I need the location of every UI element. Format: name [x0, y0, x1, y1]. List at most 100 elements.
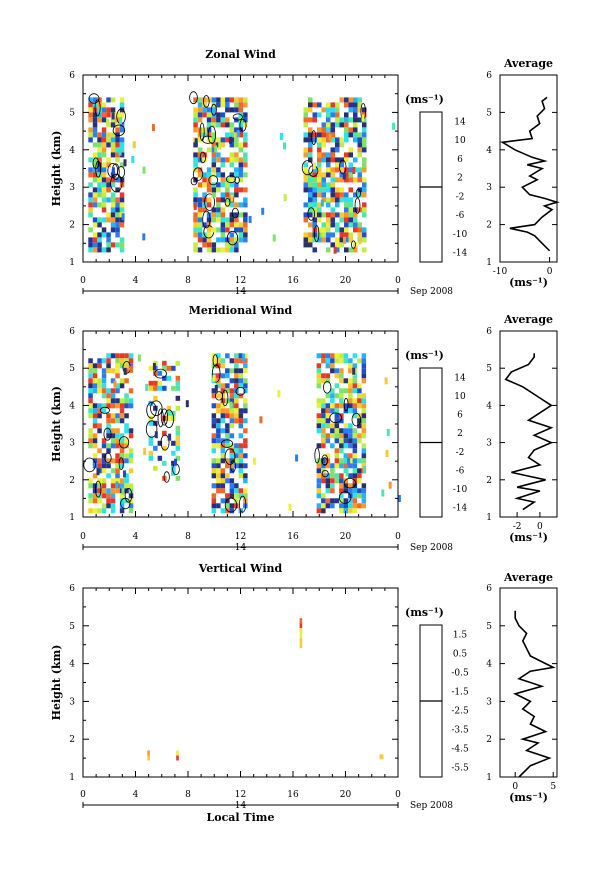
heat-cell: [162, 360, 167, 366]
heat-cell: [234, 222, 239, 228]
avg-x-tick-label: 0: [537, 522, 543, 532]
heat-cell: [330, 192, 335, 198]
heat-cell: [261, 207, 265, 215]
heat-cell: [101, 408, 107, 414]
heat-cell: [348, 152, 353, 158]
heat-cell: [316, 463, 322, 469]
heat-cell: [225, 137, 230, 143]
heat-cell: [193, 242, 198, 248]
heat-cell: [362, 247, 367, 253]
heat-cell: [362, 137, 367, 143]
contour-line: [343, 397, 349, 412]
heat-cell: [335, 147, 340, 153]
heat-cell: [110, 207, 116, 213]
heat-cell: [211, 107, 217, 113]
heat-cell: [339, 508, 344, 514]
heat-cell: [225, 242, 230, 248]
heat-cell: [220, 398, 226, 404]
heat-cell: [97, 187, 102, 193]
heat-cell: [352, 428, 358, 434]
heat-cell: [243, 117, 248, 123]
heat-cell: [316, 418, 322, 424]
heat-cell: [106, 232, 111, 238]
heat-cell: [343, 453, 349, 459]
heat-cell: [317, 112, 322, 118]
heat-cell: [339, 157, 344, 163]
heat-cell: [348, 247, 353, 253]
heat-cell: [312, 117, 317, 123]
heat-cell: [299, 618, 303, 624]
heat-cell: [106, 463, 111, 469]
contour-line: [231, 207, 239, 219]
heat-cell: [348, 508, 353, 514]
heat-cell: [353, 132, 358, 138]
heat-cell: [339, 498, 344, 504]
heat-cell: [321, 433, 326, 439]
heat-cell: [362, 202, 367, 208]
heat-cell: [330, 222, 335, 228]
heat-cell: [92, 187, 98, 193]
heat-cell: [115, 373, 120, 379]
heat-cell: [101, 172, 107, 178]
heat-cell: [352, 468, 358, 474]
heat-cell: [330, 152, 335, 158]
heat-cell: [303, 212, 308, 218]
heat-cell: [238, 187, 244, 193]
heat-cell: [229, 508, 235, 514]
heat-cell: [330, 443, 335, 449]
month-label: Sep 2008: [410, 801, 453, 811]
heat-cell: [238, 237, 244, 243]
y-tick-label: 6: [69, 71, 75, 81]
heat-cell: [225, 498, 230, 504]
heat-cell: [88, 378, 93, 384]
heat-cell: [88, 127, 93, 133]
heat-cell: [330, 433, 335, 439]
heat-cell: [97, 192, 102, 198]
heat-cell: [321, 473, 326, 479]
heat-cell: [312, 167, 317, 173]
heat-cell: [243, 473, 248, 479]
y-tick-label: 5: [69, 364, 75, 374]
heat-cell: [238, 107, 244, 113]
heat-cell: [220, 232, 226, 238]
heat-cell: [248, 215, 252, 223]
heat-cell: [334, 498, 340, 504]
heat-cell: [97, 498, 102, 504]
heat-cell: [119, 192, 125, 198]
heat-cell: [344, 157, 349, 163]
heat-cell: [124, 483, 129, 489]
heat-cell: [321, 418, 326, 424]
heat-cell: [361, 418, 367, 424]
heat-cell: [119, 508, 125, 514]
heat-cell: [101, 107, 107, 113]
colorbar-tick-label: -6: [456, 211, 465, 221]
heat-cell: [328, 133, 332, 141]
heat-cell: [88, 197, 93, 203]
heat-cell: [171, 460, 176, 466]
heat-cell: [145, 383, 149, 391]
heat-cell: [335, 162, 340, 168]
heat-cell: [220, 458, 226, 464]
heat-cell: [197, 147, 203, 153]
heat-cell: [343, 428, 349, 434]
avg-y-tick-label: 4: [486, 146, 492, 156]
heat-cell: [88, 132, 93, 138]
heat-cell: [106, 488, 111, 494]
heat-cell: [225, 373, 230, 379]
heat-cell: [162, 385, 167, 391]
heat-cell: [220, 373, 226, 379]
heat-cell: [234, 378, 239, 384]
heat-cell: [115, 368, 120, 374]
heat-cell: [238, 227, 244, 233]
heat-cell: [97, 202, 102, 208]
heat-cell: [106, 418, 111, 424]
colorbar-tick-label: -14: [453, 249, 468, 259]
heat-cell: [216, 237, 221, 243]
heat-cell: [321, 122, 326, 128]
heat-cell: [348, 212, 353, 218]
heat-cell: [92, 433, 98, 439]
heat-cell: [357, 473, 362, 479]
heat-cell: [330, 177, 335, 183]
contour-line: [160, 434, 170, 451]
heat-cell: [339, 97, 344, 103]
